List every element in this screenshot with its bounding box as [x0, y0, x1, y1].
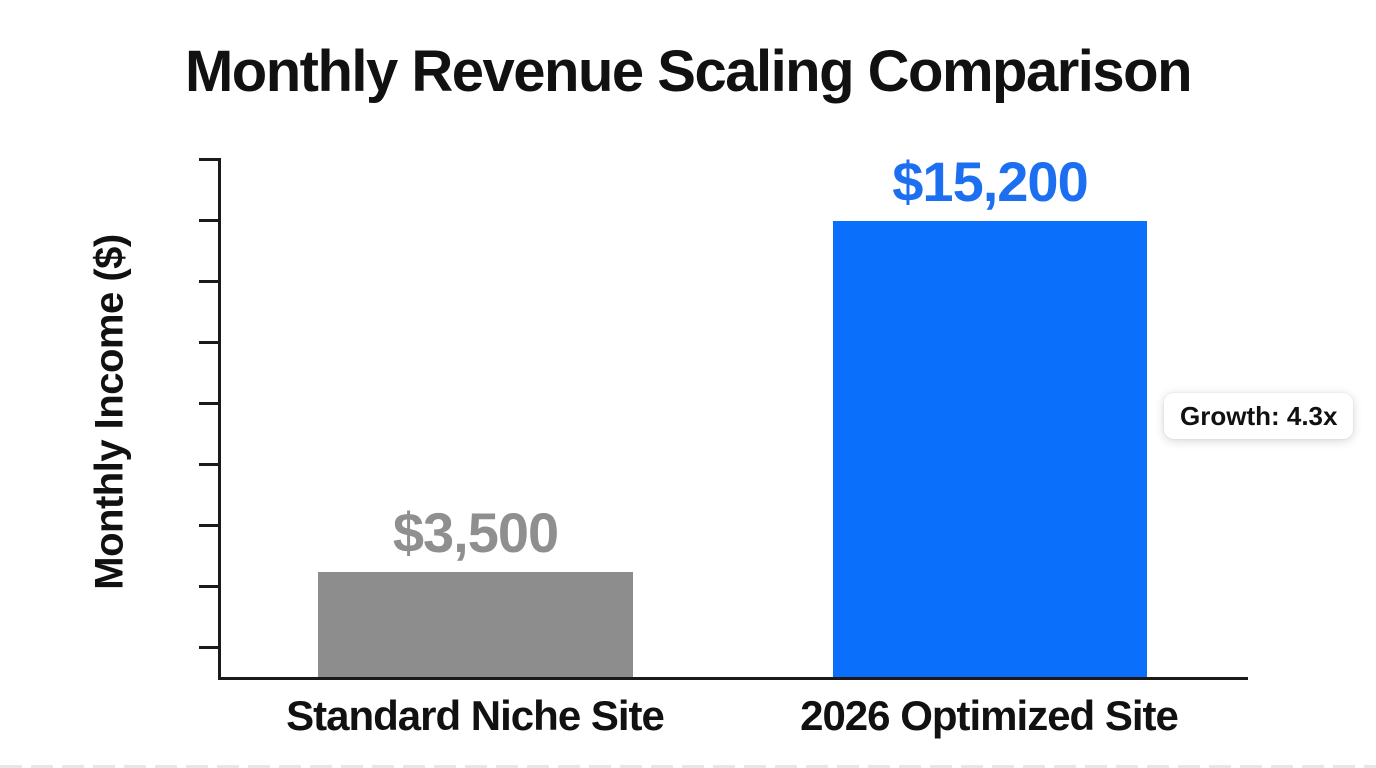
y-axis-tick	[199, 402, 218, 405]
value-label-standard: $3,500	[392, 501, 559, 564]
y-axis-tick	[199, 585, 218, 588]
y-axis-tick	[199, 341, 218, 344]
growth-annotation-badge: Growth: 4.3x	[1164, 393, 1354, 439]
y-axis-tick	[199, 524, 218, 527]
y-axis-tick	[199, 158, 218, 161]
y-axis-line	[218, 158, 221, 680]
x-axis-label-optimized: 2026 Optimized Site	[800, 692, 1179, 739]
y-axis-tick	[199, 646, 218, 649]
x-axis-line	[218, 677, 1248, 680]
bar-standard-niche-site	[318, 572, 633, 677]
bar-2026-optimized-site	[833, 221, 1147, 677]
x-axis-label-standard: Standard Niche Site	[286, 692, 665, 739]
chart-title: Monthly Revenue Scaling Comparison	[184, 39, 1193, 104]
y-axis-tick	[199, 280, 218, 283]
y-axis-label: Monthly Income ($)	[87, 234, 132, 590]
y-axis-tick	[199, 463, 218, 466]
bottom-cutoff-strip	[0, 765, 1376, 768]
y-axis-tick	[199, 219, 218, 222]
value-label-optimized: $15,200	[892, 150, 1088, 213]
